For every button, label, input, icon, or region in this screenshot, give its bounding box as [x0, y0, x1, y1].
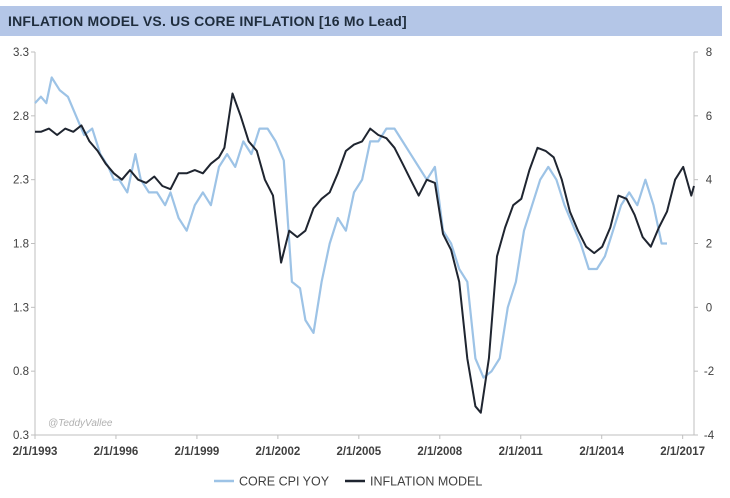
left-tick-label: 0.3	[13, 430, 29, 442]
x-tick-label: 2/1/1993	[13, 446, 58, 458]
x-tick-label: 2/1/2008	[417, 446, 462, 458]
left-tick-label: 1.3	[13, 302, 29, 314]
x-tick-label: 2/1/2002	[255, 446, 300, 458]
legend-label: INFLATION MODEL	[370, 475, 482, 489]
right-tick-label: 2	[706, 239, 712, 251]
x-axis: 2/1/1993 2/1/1996 2/1/1999 2/1/2002 2/1/2005…	[13, 435, 705, 458]
left-tick-label: 0.8	[13, 366, 29, 378]
right-tick-label: 0	[706, 302, 712, 314]
plot-area	[34, 52, 695, 436]
x-tick-label: 2/1/2017	[660, 446, 705, 458]
right-tick-label: -2	[704, 366, 714, 378]
series-layer	[34, 76, 695, 414]
right-y-axis: -4 -2 0 2 4 6 8	[694, 47, 715, 442]
chart-title-bar: INFLATION MODEL VS. US CORE INFLATION [1…	[0, 6, 722, 36]
legend-label: CORE CPI YOY	[239, 475, 330, 489]
x-tick-label: 2/1/1996	[94, 446, 139, 458]
left-tick-label: 1.8	[13, 239, 29, 251]
left-y-axis: 0.3 0.8 1.3 1.8 2.3 2.8 3.3	[13, 47, 35, 442]
core-cpi-yoy-line	[34, 76, 667, 379]
left-tick-label: 3.3	[13, 47, 29, 59]
chart-title: INFLATION MODEL VS. US CORE INFLATION [1…	[8, 13, 407, 29]
right-tick-label: -4	[704, 430, 715, 442]
legend: CORE CPI YOY INFLATION MODEL	[214, 475, 482, 489]
watermark: @TeddyVallee	[48, 418, 113, 429]
x-tick-label: 2/1/2014	[579, 446, 624, 458]
right-tick-label: 4	[706, 175, 713, 187]
left-tick-label: 2.8	[13, 111, 29, 123]
inflation-model-line	[35, 92, 695, 414]
right-tick-label: 6	[706, 111, 712, 123]
x-tick-label: 2/1/2005	[336, 446, 381, 458]
x-tick-label: 2/1/2011	[499, 446, 544, 458]
x-tick-label: 2/1/1999	[175, 446, 220, 458]
right-tick-label: 8	[706, 47, 712, 59]
left-tick-label: 2.3	[13, 175, 29, 187]
